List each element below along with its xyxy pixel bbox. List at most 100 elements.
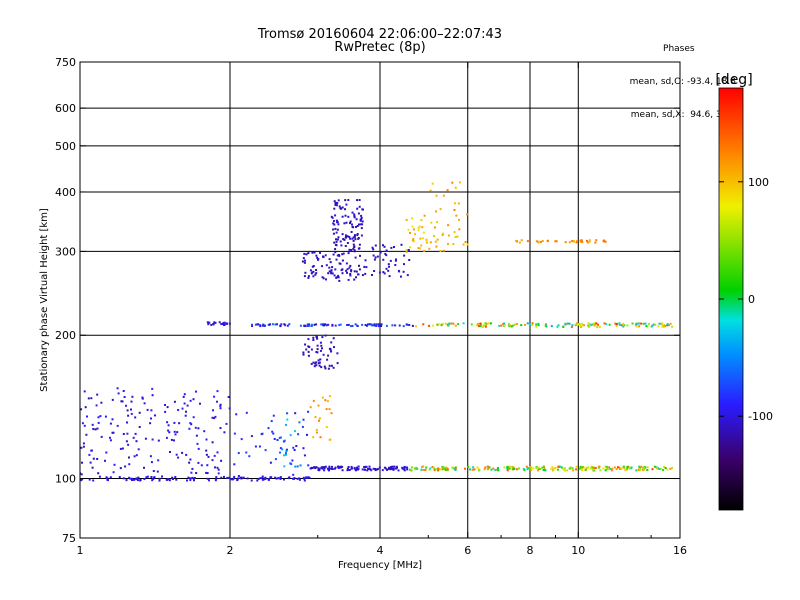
data-point xyxy=(330,269,333,272)
data-point xyxy=(656,467,658,470)
data-point xyxy=(302,353,305,356)
data-point xyxy=(637,322,640,325)
data-point xyxy=(181,407,184,410)
data-point xyxy=(315,269,318,271)
data-point xyxy=(320,467,323,469)
data-point xyxy=(232,477,235,480)
data-point xyxy=(80,446,83,449)
data-point xyxy=(604,465,607,468)
data-point xyxy=(313,251,316,254)
data-point xyxy=(661,325,664,328)
data-point xyxy=(306,433,308,436)
data-point xyxy=(572,240,575,243)
data-point xyxy=(331,324,334,327)
data-point xyxy=(342,238,345,240)
data-point xyxy=(388,265,390,268)
data-point xyxy=(511,465,513,468)
data-point xyxy=(390,246,393,249)
data-point xyxy=(173,421,176,424)
data-point xyxy=(508,465,511,468)
chart-title: Tromsø 20160604 22:06:00–22:07:43 xyxy=(257,27,503,42)
data-point xyxy=(197,427,200,430)
data-point xyxy=(659,468,662,470)
data-point xyxy=(422,465,425,468)
data-point xyxy=(184,414,187,417)
data-point xyxy=(602,467,605,470)
data-point xyxy=(284,454,287,456)
data-point xyxy=(458,228,461,231)
data-point xyxy=(609,468,612,470)
data-point xyxy=(517,467,520,470)
data-point xyxy=(223,475,225,478)
data-point xyxy=(500,324,503,327)
data-point xyxy=(486,322,489,325)
data-point xyxy=(338,324,341,327)
data-point xyxy=(314,416,317,419)
data-point xyxy=(346,324,349,326)
data-point xyxy=(594,241,597,244)
data-point xyxy=(235,413,238,416)
data-point xyxy=(412,228,415,231)
data-point xyxy=(371,246,374,249)
data-point xyxy=(205,453,208,456)
data-point xyxy=(312,336,315,339)
data-point xyxy=(146,475,149,478)
data-point xyxy=(168,431,171,434)
data-point xyxy=(210,323,213,326)
data-point xyxy=(100,401,103,404)
data-point xyxy=(409,246,412,249)
data-point xyxy=(653,465,656,468)
data-point xyxy=(398,324,401,327)
data-point xyxy=(310,325,313,327)
data-point xyxy=(393,246,395,248)
data-point xyxy=(346,242,349,244)
data-point xyxy=(316,336,318,339)
grid-lines xyxy=(80,62,680,538)
data-point xyxy=(356,468,359,470)
data-point xyxy=(358,199,361,201)
data-point xyxy=(445,466,448,469)
data-point xyxy=(346,268,349,271)
data-point xyxy=(476,466,479,469)
data-point xyxy=(658,468,661,470)
data-point xyxy=(351,211,354,214)
data-point xyxy=(349,274,352,277)
data-point xyxy=(307,324,310,327)
data-point xyxy=(366,469,369,472)
data-point xyxy=(269,461,272,464)
data-point xyxy=(330,350,332,353)
data-point xyxy=(319,251,321,254)
data-point xyxy=(644,322,647,325)
data-point xyxy=(208,321,211,324)
data-point xyxy=(379,324,382,327)
data-point xyxy=(425,241,428,244)
data-point xyxy=(322,353,325,356)
data-point xyxy=(387,263,390,266)
data-point xyxy=(420,244,423,247)
data-point xyxy=(130,412,133,415)
data-point xyxy=(483,324,485,327)
data-point xyxy=(323,466,326,469)
data-point xyxy=(125,440,128,443)
data-point xyxy=(356,324,359,327)
data-point xyxy=(92,428,95,430)
data-point xyxy=(126,421,128,424)
data-point xyxy=(335,276,338,279)
data-point xyxy=(452,243,455,245)
data-point xyxy=(261,478,264,481)
y-tick-label: 750 xyxy=(55,56,76,69)
data-point xyxy=(329,261,332,264)
data-point xyxy=(537,324,540,327)
data-point xyxy=(479,325,482,328)
data-point xyxy=(334,214,337,217)
data-point xyxy=(150,476,153,478)
data-point xyxy=(171,476,174,479)
x-tick-label: 1 xyxy=(77,544,84,557)
data-point xyxy=(494,469,497,471)
data-point xyxy=(341,206,344,209)
data-point xyxy=(564,322,567,325)
data-point xyxy=(283,323,286,326)
data-point xyxy=(652,323,655,326)
data-point xyxy=(506,467,509,469)
data-point xyxy=(205,438,208,441)
